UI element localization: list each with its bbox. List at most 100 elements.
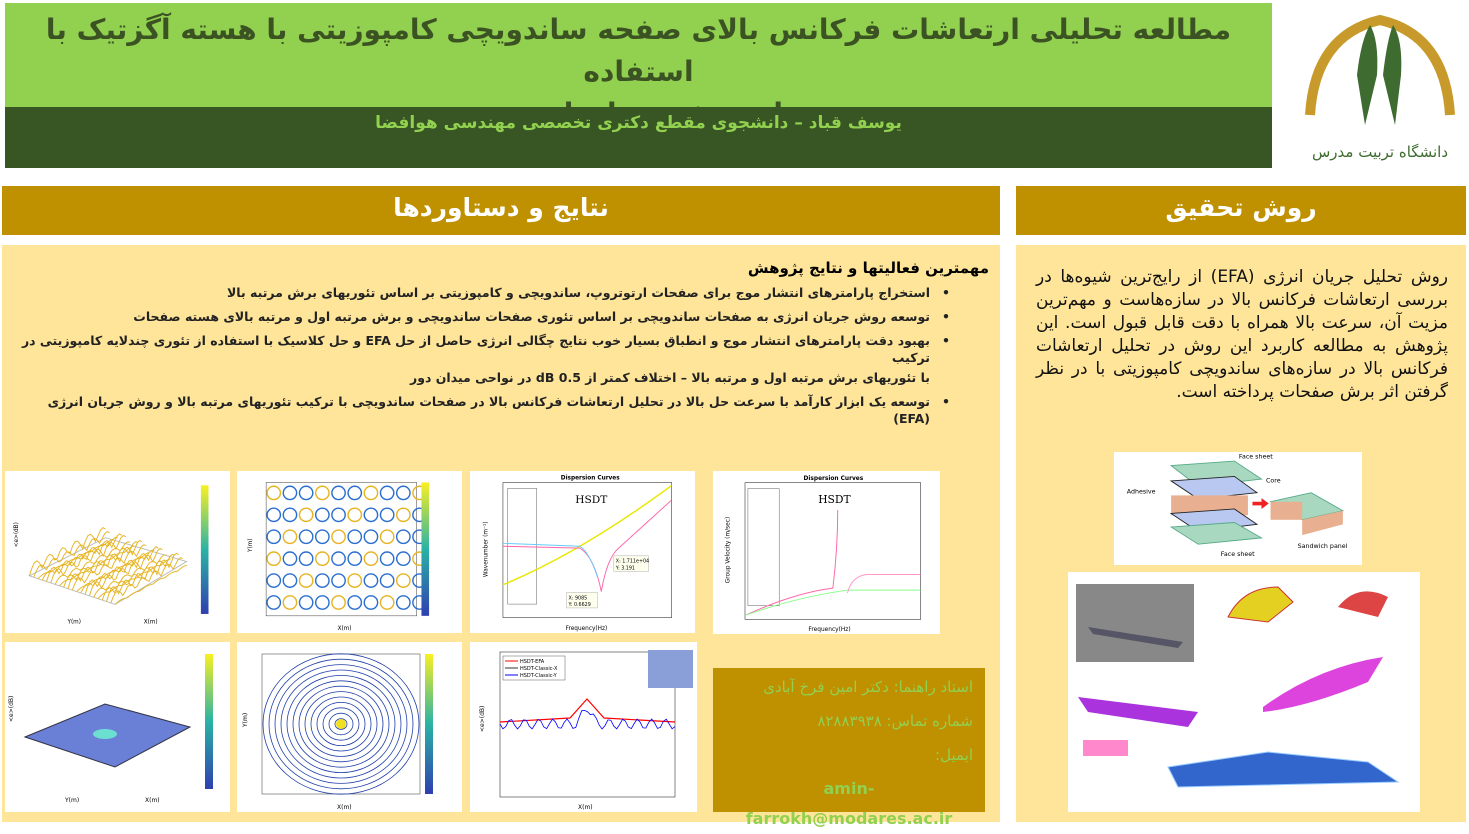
- dispersion-curves-wavenumber-chart: Dispersion Curves HSDT X: 9085 Y: 0.6629 …: [470, 471, 695, 633]
- contour-mark: [395, 595, 411, 610]
- svg-text:HSDT-Classic-X: HSDT-Classic-X: [520, 666, 558, 672]
- contour-mark: [268, 658, 414, 790]
- contour-mark: [331, 485, 346, 501]
- contour-mark: [363, 529, 379, 545]
- contour-mark: [262, 653, 420, 795]
- email-link[interactable]: amin-farrokh@modares.ac.ir: [745, 779, 953, 828]
- contour-mark: [280, 669, 402, 779]
- svg-text:X(m): X(m): [338, 626, 352, 632]
- svg-text:Wavenumber (m⁻¹): Wavenumber (m⁻¹): [483, 521, 490, 577]
- item-text: توسعه روش جریان انرژی به صفحات ساندویچی …: [133, 309, 930, 324]
- svg-text:Core: Core: [1266, 478, 1281, 485]
- contour-mark: [282, 485, 298, 501]
- energy-density-contour-plot-2: X(m) Y(m): [237, 642, 462, 812]
- svg-text:Y: 3.191: Y: 3.191: [615, 565, 635, 571]
- phone: شماره تماس: ۸۲۸۸۳۹۳۸: [817, 712, 973, 730]
- item-text: توسعه یک ابزار کارآمد با سرعت حل بالا در…: [47, 394, 930, 426]
- results-list: • استخراج پارامترهای انتشار موج برای صفحا…: [8, 284, 950, 434]
- contour-mark: [282, 507, 298, 523]
- contour-mark: [298, 551, 314, 567]
- results-heading: مهمترین فعالیتها و نتایج پژوهش: [747, 259, 989, 277]
- contour-mark: [298, 529, 314, 545]
- contour-mark: [395, 485, 411, 501]
- contour-mark: [347, 529, 363, 545]
- contour-mark: [314, 507, 330, 523]
- author-bar: یوسف قباد – دانشجوی مقطع دکتری تخصصی مهن…: [5, 107, 1272, 168]
- svg-text:<e>(dB): <e>(dB): [479, 706, 486, 732]
- contour-mark: [298, 685, 384, 763]
- svg-text:Dispersion Curves: Dispersion Curves: [561, 476, 620, 482]
- method-section-header: روش تحقیق: [1016, 186, 1466, 235]
- energy-density-contour-plot-1: X(m) Y(m): [237, 471, 462, 633]
- contour-mark: [274, 664, 408, 784]
- svg-text:Group Velocity (m/sec): Group Velocity (m/sec): [725, 517, 731, 584]
- contour-mark: [282, 595, 298, 610]
- energy-density-comparison-chart: HSDT-EFA HSDT-Classic-X HSDT-Classic-Y X…: [470, 642, 697, 812]
- svg-text:Frequency(Hz): Frequency(Hz): [808, 627, 850, 633]
- contour-mark: [310, 696, 372, 752]
- svg-text:X: 1.711e+04: X: 1.711e+04: [616, 559, 649, 565]
- title-line-1: مطالعه تحلیلی ارتعاشات فرکانس بالای صفحه…: [45, 13, 1232, 88]
- contour-mark: [266, 595, 282, 610]
- contour-mark: [331, 573, 346, 588]
- svg-text:X(m): X(m): [144, 619, 158, 625]
- svg-text:X(m): X(m): [145, 797, 160, 804]
- contour-mark: [316, 702, 366, 747]
- contour-mark: [347, 573, 363, 588]
- bullet: •: [942, 333, 950, 348]
- contour-mark: [379, 529, 395, 545]
- contour-mark: [314, 485, 330, 501]
- contour-mark: [379, 485, 395, 501]
- contour-mark: [328, 712, 354, 736]
- contour-mark: [379, 507, 395, 523]
- contour-mark: [331, 507, 346, 523]
- contact-box: استاد راهنما: دکتر امین فرخ آبادی شماره …: [713, 668, 985, 828]
- item-text: بهبود دقت پارامترهای انتشار موج و انطباق…: [21, 333, 930, 365]
- contour-mark: [286, 675, 396, 773]
- results-section-title: نتایج و دستاوردها: [393, 193, 609, 222]
- contour-mark: [314, 551, 330, 567]
- contour-mark: [314, 595, 330, 610]
- contour-mark: [363, 573, 379, 588]
- contour-mark: [331, 595, 346, 610]
- method-description: روش تحلیل جریان انرژی (EFA) از رایج‌ترین…: [1036, 267, 1449, 402]
- svg-text:Frequency(Hz): Frequency(Hz): [566, 626, 608, 632]
- list-item: • توسعه یک ابزار کارآمد با سرعت حل بالا د…: [8, 393, 950, 427]
- contour-mark: [363, 551, 379, 567]
- contour-mark: [282, 529, 298, 545]
- advisor: استاد راهنما: دکتر امین فرخ آبادی: [763, 678, 973, 696]
- svg-text:Face sheet: Face sheet: [1221, 551, 1255, 558]
- contour-mark: [395, 507, 411, 523]
- contour-mark: [298, 485, 314, 501]
- list-item: • توسعه روش جریان انرژی به صفحات ساندویچی…: [8, 308, 950, 325]
- svg-text:Sandwich panel: Sandwich panel: [1298, 543, 1348, 550]
- contour-mark: [298, 573, 314, 588]
- university-logo: دانشگاه تربیت مدرس: [1295, 5, 1465, 170]
- svg-text:Y: 0.6629: Y: 0.6629: [568, 602, 591, 608]
- bullet: •: [942, 285, 950, 300]
- contour-mark: [347, 595, 363, 610]
- sandwich-panel-diagram: Face sheet Core Adhesive Face sheet Sandwi…: [1114, 452, 1362, 565]
- contour-mark: [304, 691, 378, 757]
- contour-mark: [314, 573, 330, 588]
- method-section-title: روش تحقیق: [1165, 193, 1317, 222]
- svg-text:Dispersion Curves: Dispersion Curves: [804, 476, 864, 482]
- energy-density-surface-plot-2: Y(m) X(m) <e>(dB): [5, 642, 230, 812]
- results-section-header: نتایج و دستاوردها: [2, 186, 1000, 235]
- contour-mark: [266, 529, 282, 545]
- contour-mark: [363, 485, 379, 501]
- svg-text:Face sheet: Face sheet: [1239, 453, 1273, 460]
- svg-text:<e>(dB): <e>(dB): [14, 522, 20, 547]
- contour-mark: [331, 551, 346, 567]
- svg-text:HSDT-EFA: HSDT-EFA: [520, 659, 545, 665]
- svg-text:Y(m): Y(m): [242, 713, 249, 728]
- item-text: با تئوریهای برش مرتبه اول و مرتبه بالا –…: [410, 370, 930, 385]
- contour-mark: [395, 529, 411, 545]
- contour-mark: [379, 595, 395, 610]
- svg-text:Y(m): Y(m): [66, 619, 81, 625]
- contour-mark: [347, 507, 363, 523]
- svg-text:Y(m): Y(m): [64, 797, 79, 804]
- energy-density-surface-plot-1: Y(m) X(m) <e>(dB): [5, 471, 230, 633]
- contour-mark: [363, 595, 379, 610]
- author-text: یوسف قباد – دانشجوی مقطع دکتری تخصصی مهن…: [375, 113, 902, 133]
